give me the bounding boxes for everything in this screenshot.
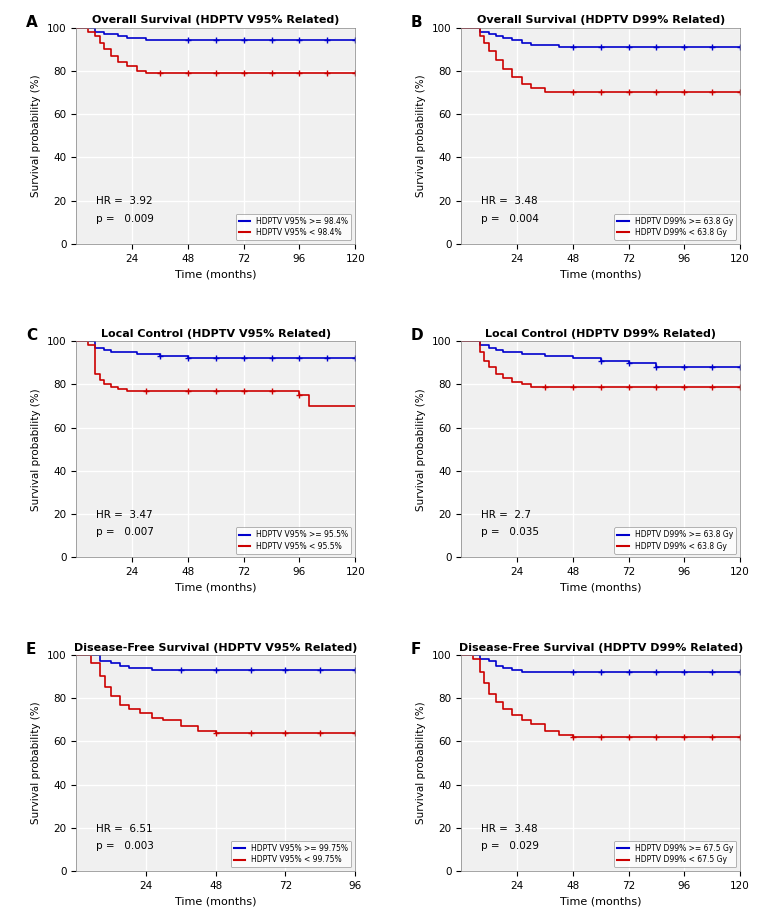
- Text: p =   0.004: p = 0.004: [481, 214, 539, 224]
- Title: Overall Survival (HDPTV D99% Related): Overall Survival (HDPTV D99% Related): [477, 16, 725, 26]
- Text: C: C: [26, 328, 37, 343]
- Legend: HDPTV V95% >= 95.5%, HDPTV V95% < 95.5%: HDPTV V95% >= 95.5%, HDPTV V95% < 95.5%: [236, 527, 352, 554]
- Text: HR =  3.47: HR = 3.47: [96, 510, 153, 520]
- Text: B: B: [411, 15, 423, 29]
- X-axis label: Time (months): Time (months): [560, 897, 642, 906]
- Legend: HDPTV D99% >= 63.8 Gy, HDPTV D99% < 63.8 Gy: HDPTV D99% >= 63.8 Gy, HDPTV D99% < 63.8…: [614, 214, 736, 240]
- X-axis label: Time (months): Time (months): [175, 583, 256, 592]
- Y-axis label: Survival probability (%): Survival probability (%): [417, 388, 427, 511]
- Title: Disease-Free Survival (HDPTV D99% Related): Disease-Free Survival (HDPTV D99% Relate…: [459, 643, 742, 653]
- Text: HR =  3.48: HR = 3.48: [481, 196, 537, 206]
- Y-axis label: Survival probability (%): Survival probability (%): [31, 74, 41, 197]
- Text: HR =  2.7: HR = 2.7: [481, 510, 531, 520]
- Text: p =   0.035: p = 0.035: [481, 527, 539, 537]
- Title: Local Control (HDPTV V95% Related): Local Control (HDPTV V95% Related): [101, 329, 331, 339]
- Text: D: D: [411, 328, 423, 343]
- Y-axis label: Survival probability (%): Survival probability (%): [417, 74, 427, 197]
- Text: HR =  3.48: HR = 3.48: [481, 823, 537, 834]
- Legend: HDPTV V95% >= 98.4%, HDPTV V95% < 98.4%: HDPTV V95% >= 98.4%, HDPTV V95% < 98.4%: [236, 214, 352, 240]
- Text: HR =  3.92: HR = 3.92: [96, 196, 153, 206]
- Text: p =   0.007: p = 0.007: [96, 527, 153, 537]
- Title: Overall Survival (HDPTV V95% Related): Overall Survival (HDPTV V95% Related): [92, 16, 340, 26]
- Legend: HDPTV V95% >= 99.75%, HDPTV V95% < 99.75%: HDPTV V95% >= 99.75%, HDPTV V95% < 99.75…: [230, 841, 352, 867]
- Legend: HDPTV D99% >= 67.5 Gy, HDPTV D99% < 67.5 Gy: HDPTV D99% >= 67.5 Gy, HDPTV D99% < 67.5…: [614, 841, 736, 867]
- X-axis label: Time (months): Time (months): [175, 897, 256, 906]
- Text: p =   0.029: p = 0.029: [481, 841, 539, 851]
- Y-axis label: Survival probability (%): Survival probability (%): [31, 702, 41, 824]
- X-axis label: Time (months): Time (months): [560, 269, 642, 279]
- Legend: HDPTV D99% >= 63.8 Gy, HDPTV D99% < 63.8 Gy: HDPTV D99% >= 63.8 Gy, HDPTV D99% < 63.8…: [614, 527, 736, 554]
- X-axis label: Time (months): Time (months): [560, 583, 642, 592]
- Text: E: E: [26, 642, 37, 657]
- Text: HR =  6.51: HR = 6.51: [96, 823, 153, 834]
- X-axis label: Time (months): Time (months): [175, 269, 256, 279]
- Text: F: F: [411, 642, 421, 657]
- Y-axis label: Survival probability (%): Survival probability (%): [31, 388, 41, 511]
- Text: p =   0.009: p = 0.009: [96, 214, 153, 224]
- Text: A: A: [26, 15, 38, 29]
- Title: Disease-Free Survival (HDPTV V95% Related): Disease-Free Survival (HDPTV V95% Relate…: [74, 643, 357, 653]
- Text: p =   0.003: p = 0.003: [96, 841, 153, 851]
- Y-axis label: Survival probability (%): Survival probability (%): [417, 702, 427, 824]
- Title: Local Control (HDPTV D99% Related): Local Control (HDPTV D99% Related): [485, 329, 716, 339]
